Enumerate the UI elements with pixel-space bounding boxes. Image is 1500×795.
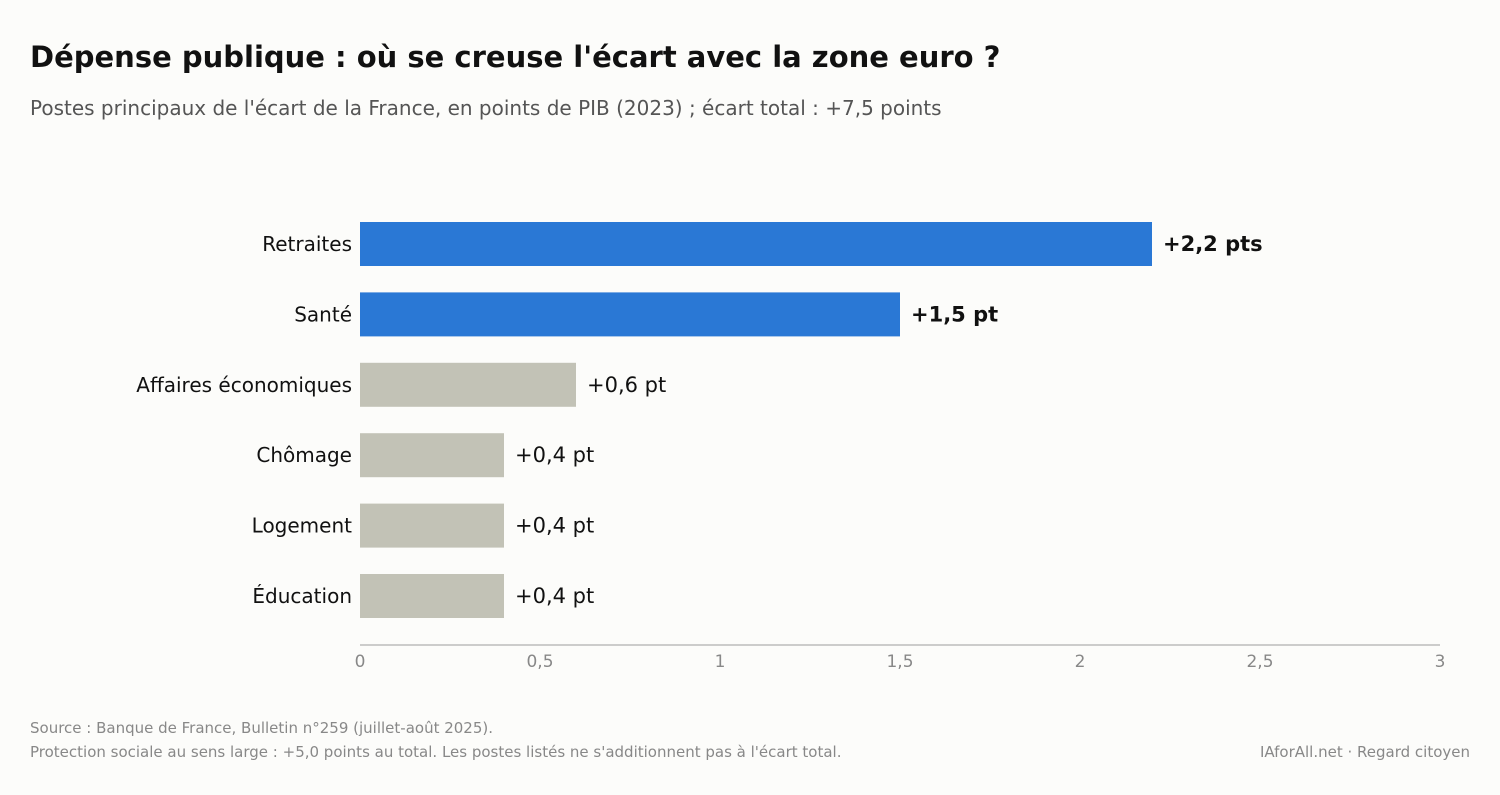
bar bbox=[360, 292, 900, 337]
bar bbox=[360, 222, 1152, 266]
category-label: Logement bbox=[252, 514, 352, 538]
data-label: +0,4 pt bbox=[515, 514, 594, 538]
x-tick-label: 1 bbox=[715, 652, 726, 672]
category-label: Santé bbox=[294, 302, 352, 326]
bar bbox=[360, 503, 504, 548]
data-label: +0,4 pt bbox=[515, 443, 594, 467]
x-tick-label: 1,5 bbox=[886, 652, 913, 672]
data-label: +0,6 pt bbox=[587, 373, 666, 397]
x-tick-label: 0 bbox=[355, 652, 366, 672]
x-tick-label: 0,5 bbox=[526, 652, 553, 672]
x-tick-label: 3 bbox=[1435, 652, 1446, 672]
category-label: Affaires économiques bbox=[136, 373, 352, 397]
x-tick-label: 2 bbox=[1075, 652, 1086, 672]
credit-text: IAforAll.net · Regard citoyen bbox=[1259, 743, 1470, 761]
data-label: +1,5 pt bbox=[911, 302, 998, 326]
bar bbox=[360, 433, 504, 478]
bar bbox=[360, 574, 504, 618]
category-label: Retraites bbox=[262, 232, 352, 256]
data-label: +0,4 pt bbox=[515, 584, 594, 608]
chart-subtitle: Postes principaux de l'écart de la Franc… bbox=[30, 96, 942, 120]
footnote: Protection sociale au sens large : +5,0 … bbox=[30, 743, 842, 761]
category-label: Chômage bbox=[256, 443, 352, 467]
source-note: Source : Banque de France, Bulletin n°25… bbox=[30, 719, 494, 737]
chart-title: Dépense publique : où se creuse l'écart … bbox=[30, 40, 1001, 74]
category-label: Éducation bbox=[252, 584, 352, 608]
bar bbox=[360, 362, 576, 407]
x-tick-label: 2,5 bbox=[1246, 652, 1273, 672]
data-label: +2,2 pts bbox=[1163, 232, 1263, 256]
